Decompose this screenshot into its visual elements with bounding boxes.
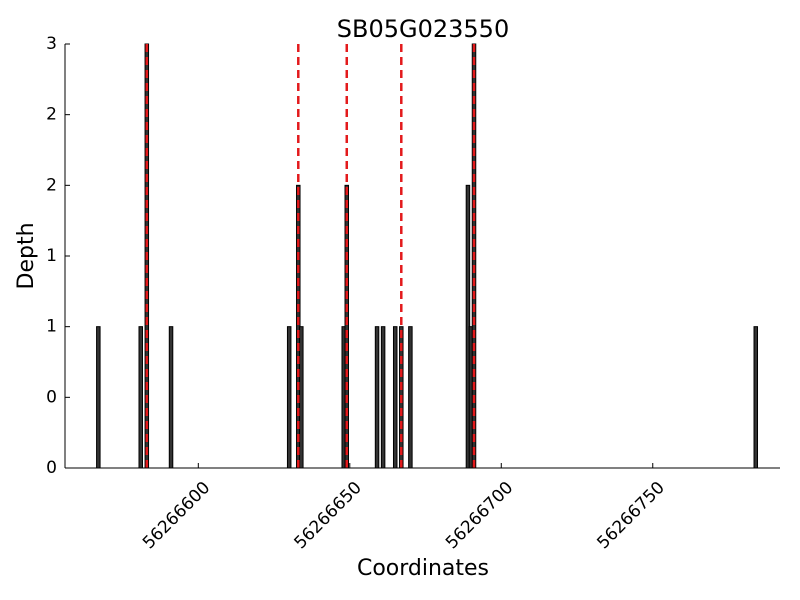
x-axis-label: Coordinates: [357, 556, 489, 581]
y-tick-label: 1: [46, 317, 57, 337]
bar: [753, 326, 759, 469]
bar: [138, 326, 143, 469]
x-tick-label: 56266700: [442, 478, 517, 553]
y-tick-label: 3: [46, 34, 57, 54]
x-tick-label: 56266750: [593, 478, 668, 553]
bar: [168, 326, 174, 469]
x-tick-label: 56266600: [139, 478, 214, 553]
y-tick-label: 2: [46, 175, 57, 195]
bar: [96, 326, 101, 469]
y-tick-label: 0: [46, 387, 57, 407]
y-tick-label: 0: [46, 458, 57, 478]
bar: [286, 326, 292, 469]
bar: [408, 326, 413, 469]
bar: [374, 326, 380, 469]
x-tick-label: 56266650: [290, 478, 365, 553]
bar: [380, 326, 386, 469]
chart-title: SB05G023550: [337, 15, 509, 43]
bar: [299, 326, 304, 469]
bar: [392, 326, 398, 469]
y-axis-label: Depth: [14, 222, 39, 289]
y-tick-label: 1: [46, 246, 57, 266]
y-tick-label: 2: [46, 105, 57, 125]
